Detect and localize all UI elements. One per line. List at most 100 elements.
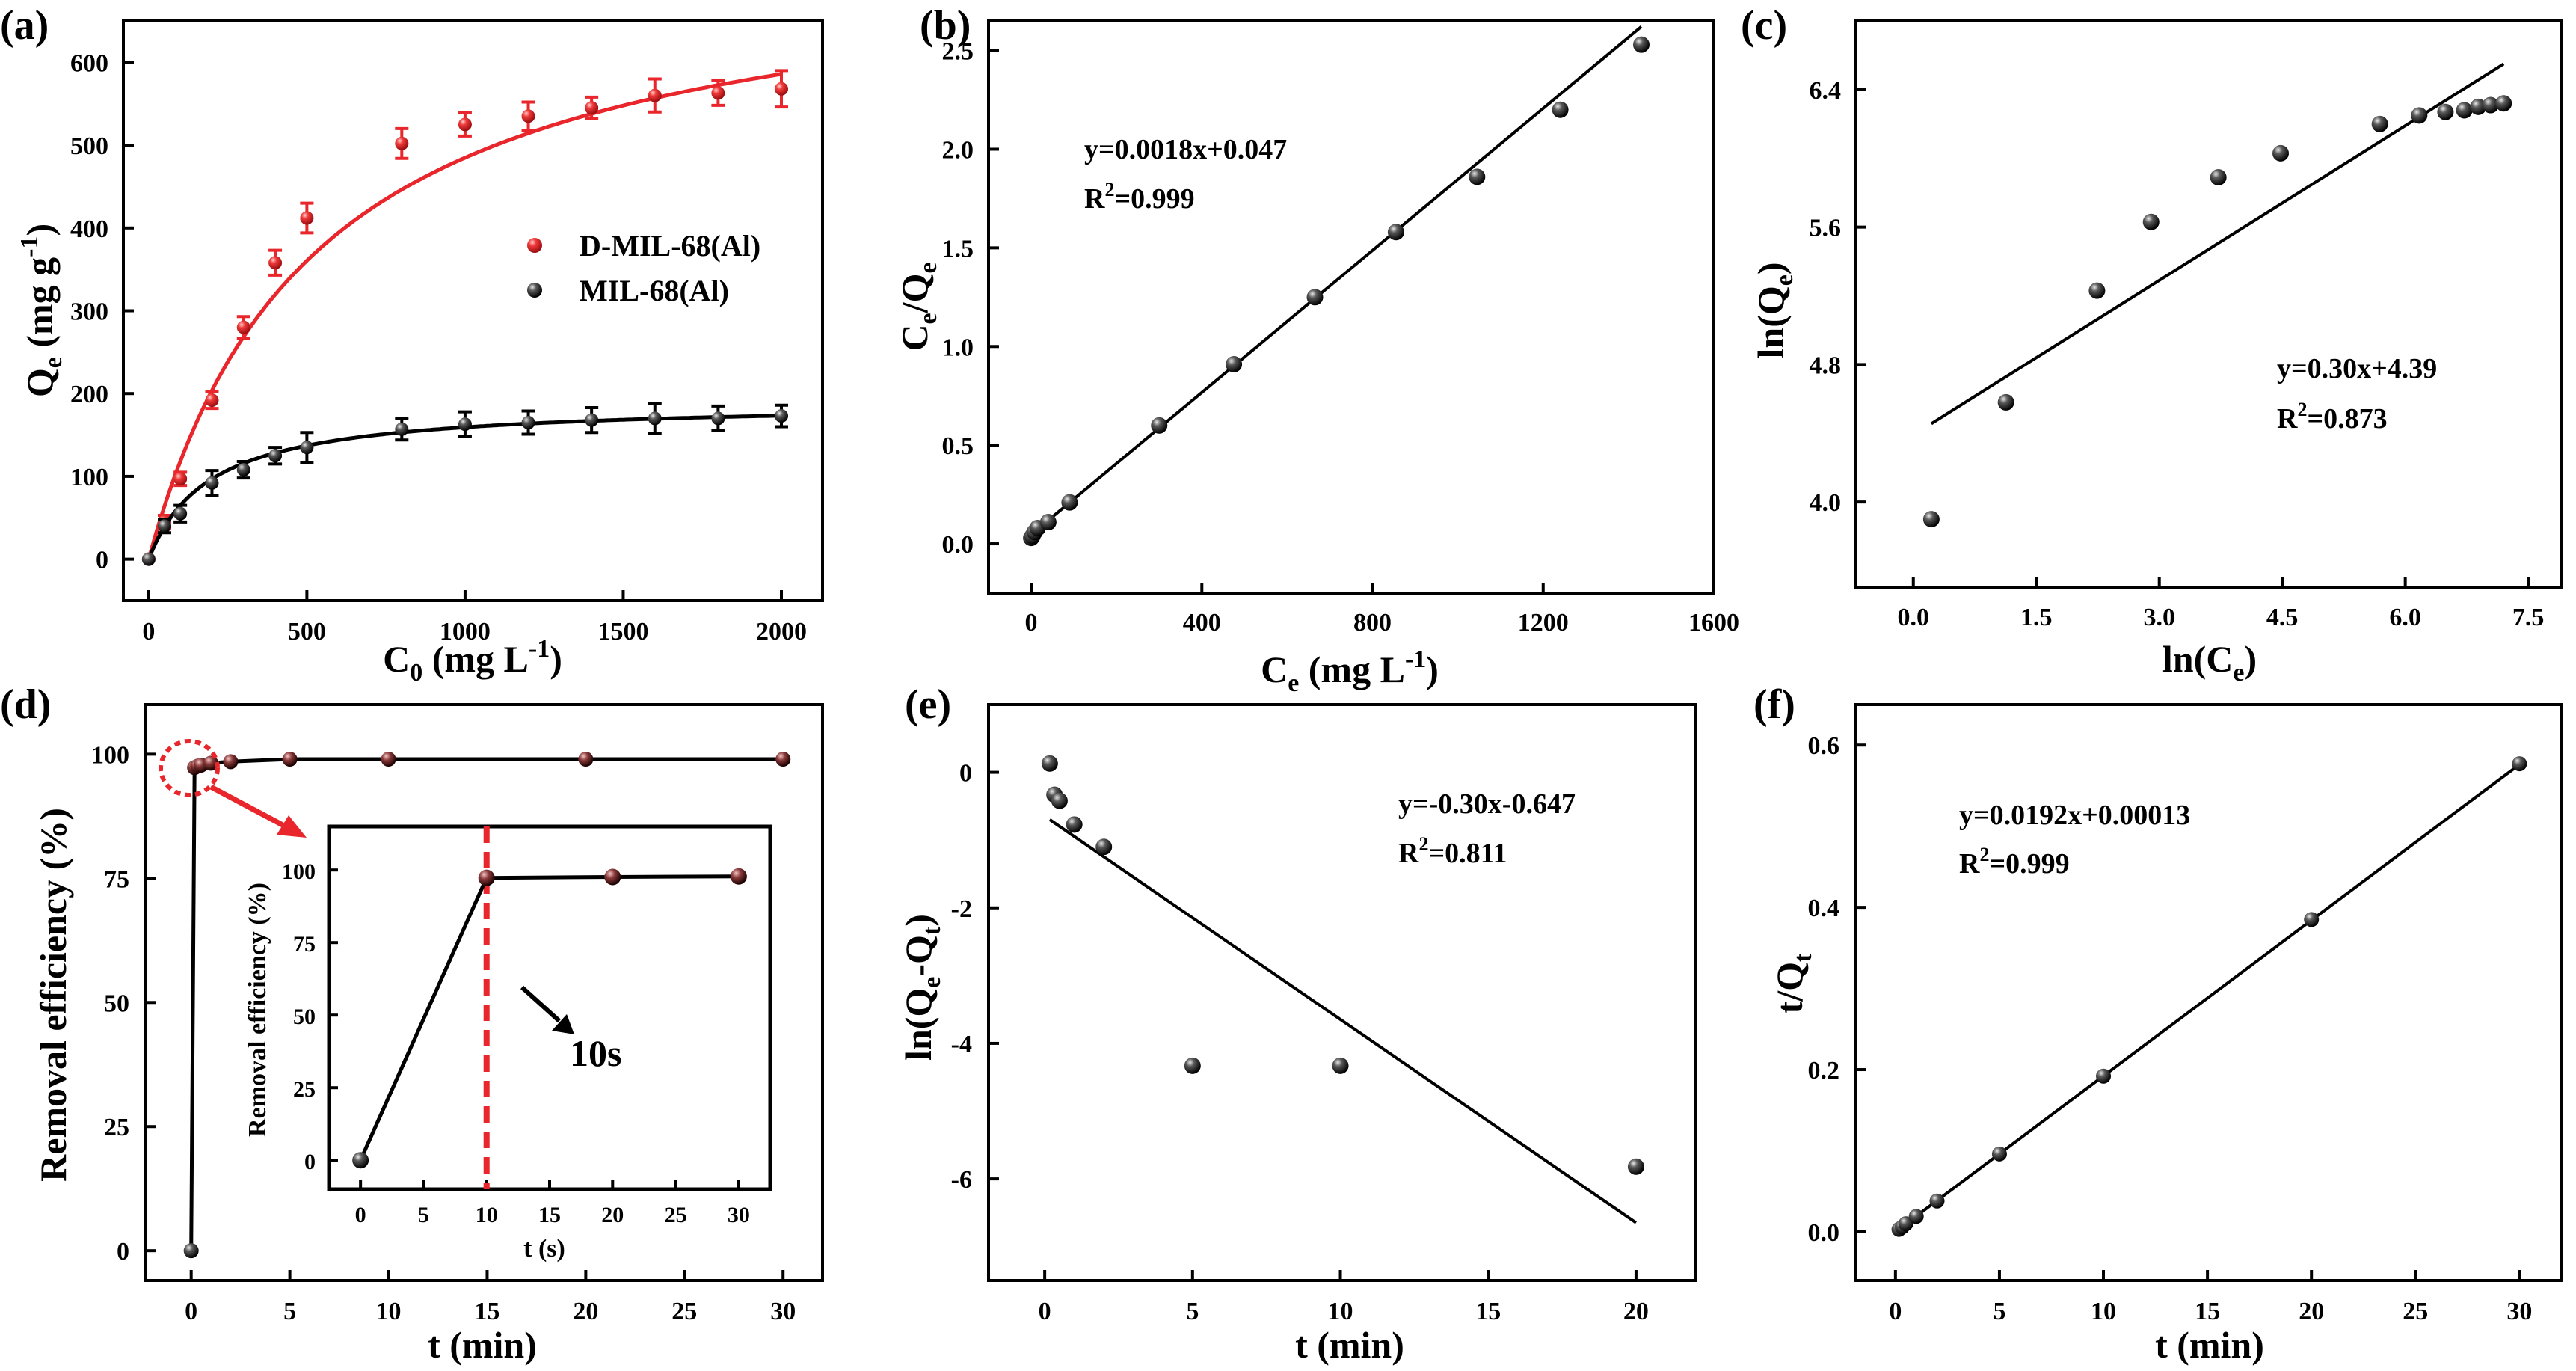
x-tick-label: 15 — [538, 1203, 561, 1227]
fit-equation: y=0.0192x+0.00013 — [1959, 800, 2190, 831]
data-point — [775, 409, 788, 423]
data-point — [205, 476, 219, 490]
data-point — [585, 413, 599, 427]
svg-text:Ce (mg L-1): Ce (mg L-1) — [1261, 645, 1439, 697]
plot-area: 0 5 10 15 20 0 -2 -4 -6 — [951, 755, 1649, 1325]
data-point — [648, 88, 662, 102]
x-axis-label: ln(Ce) — [2162, 638, 2257, 687]
panel-label: (d) — [0, 681, 51, 728]
data-point — [2470, 98, 2487, 115]
x-tick-label: 3.0 — [2143, 604, 2175, 631]
data-point — [381, 752, 396, 767]
data-point — [1039, 514, 1057, 531]
x-tick-label: 5 — [283, 1298, 296, 1325]
data-point — [1151, 417, 1168, 434]
inset-x-axis-label: t (s) — [523, 1235, 565, 1263]
y-tick-label: 50 — [104, 990, 129, 1017]
data-point — [352, 1152, 369, 1169]
data-point — [1226, 356, 1243, 372]
plot-frame — [144, 703, 824, 1282]
y-tick-label: -6 — [951, 1166, 972, 1194]
data-point — [2096, 1068, 2112, 1084]
data-point — [1627, 1158, 1644, 1175]
x-tick-label: 1500 — [597, 618, 648, 645]
fit-line — [1898, 763, 2521, 1230]
data-point — [775, 82, 788, 96]
y-tick-label: 1.0 — [942, 334, 974, 361]
fit-line — [1048, 818, 1638, 1224]
x-tick-label: 0 — [142, 618, 155, 645]
data-point — [2088, 282, 2106, 299]
x-tick-label: 15 — [1475, 1298, 1501, 1325]
fit-equation: y=0.0018x+0.047 — [1084, 134, 1287, 165]
x-tick-label: 20 — [573, 1298, 598, 1325]
data-point — [203, 755, 219, 771]
data-point — [1306, 289, 1324, 306]
data-point — [2272, 144, 2289, 162]
x-tick-label: 25 — [671, 1298, 697, 1325]
r-squared: R2=0.811 — [1398, 833, 1507, 869]
y-tick-label: 0 — [117, 1238, 129, 1266]
plot-frame — [987, 703, 1697, 1282]
data-point — [1922, 511, 1940, 528]
panel-label: (c) — [1741, 2, 1787, 49]
x-tick-label: 800 — [1353, 609, 1392, 637]
data-point — [1997, 393, 2014, 411]
y-tick-label: 0 — [959, 760, 972, 788]
panel-c: (c) 0.0 1.5 3.0 4.5 6.0 7.5 4.0 4.8 5.6 6.4 ln(Qe… — [1741, 2, 2563, 687]
inset-series-line — [358, 874, 739, 1162]
data-point — [730, 868, 747, 885]
plot-area: 0.0 1.5 3.0 4.5 6.0 7.5 4.0 4.8 5.6 6.4 — [1810, 62, 2544, 631]
data-point — [1633, 36, 1650, 53]
data-point — [1061, 494, 1078, 511]
data-point — [585, 101, 599, 115]
y-tick-label: 4.0 — [1810, 489, 1842, 517]
plot-frame — [1854, 703, 2563, 1282]
y-tick-label: 100 — [70, 464, 108, 491]
y-tick-label: 2.5 — [942, 38, 974, 66]
y-tick-label: 0.4 — [1808, 895, 1840, 922]
y-tick-label: 500 — [70, 132, 108, 160]
inset-frame — [327, 824, 772, 1191]
x-tick-label: 4.5 — [2266, 604, 2299, 631]
svg-text:t/Qt: t/Qt — [1768, 953, 1817, 1013]
y-tick-label: -2 — [951, 895, 972, 923]
data-point — [173, 506, 188, 521]
y-axis-label: Ce/Qe — [894, 262, 942, 351]
data-point — [282, 752, 298, 767]
data-point — [158, 519, 171, 533]
svg-text:Qe (mg g-1): Qe (mg g-1) — [16, 224, 67, 397]
data-point — [2210, 169, 2227, 186]
y-tick-label: 0.2 — [1808, 1057, 1840, 1085]
x-tick-label: 0 — [185, 1298, 197, 1325]
r-squared: R2=0.873 — [2277, 399, 2388, 435]
panel-label: (f) — [1753, 681, 1795, 728]
x-tick-label: 30 — [770, 1298, 796, 1325]
data-point — [458, 417, 472, 432]
data-point — [268, 256, 283, 270]
data-point — [1184, 1057, 1201, 1074]
legend-entry: MIL-68(Al) — [580, 274, 729, 307]
panel-e: (e) 0 5 10 15 20 0 -2 -4 -6 ln(Qe-Qt) t (min) y=… — [897, 681, 1697, 1366]
y-tick-label: 400 — [70, 215, 108, 243]
data-point — [2512, 756, 2527, 772]
data-point — [2304, 912, 2320, 927]
legend-marker-black — [527, 283, 542, 298]
x-tick-label: 30 — [728, 1203, 750, 1227]
r-squared: R2=0.999 — [1959, 844, 2070, 880]
y-tick-label: 0.6 — [1808, 732, 1840, 760]
y-tick-label: 2.0 — [942, 136, 974, 164]
data-point — [1041, 755, 1058, 772]
data-point — [1908, 1209, 1924, 1224]
y-tick-label: 300 — [70, 298, 108, 326]
y-tick-label: 0 — [304, 1150, 316, 1174]
y-tick-label: 75 — [104, 865, 129, 893]
y-axis-label: Removal efficiency (%) — [32, 808, 74, 1182]
data-point — [1066, 816, 1083, 833]
data-point — [1387, 224, 1404, 241]
data-point — [395, 136, 409, 150]
data-point — [1332, 1057, 1349, 1074]
y-axis-label: t/Qt — [1768, 953, 1817, 1013]
data-point — [521, 415, 535, 429]
x-tick-label: 25 — [2403, 1298, 2428, 1325]
